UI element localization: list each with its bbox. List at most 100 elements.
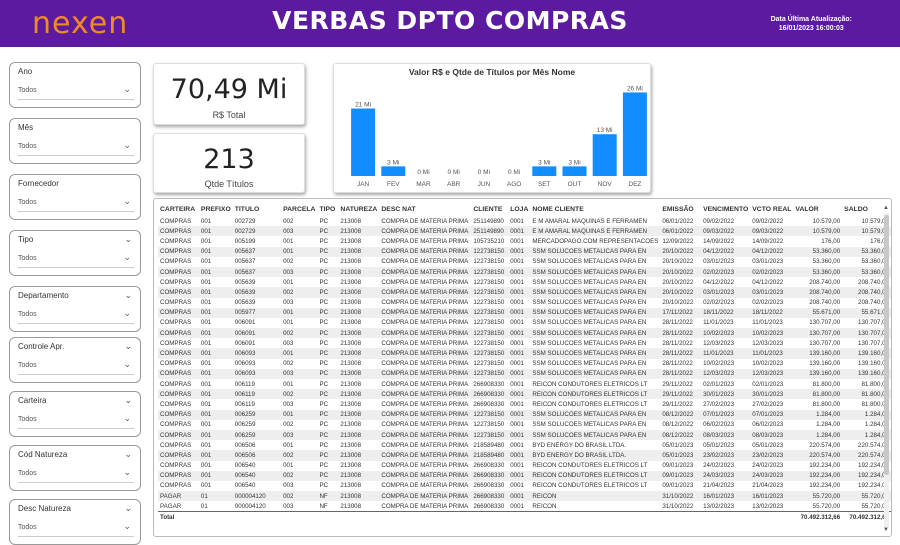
- column-header[interactable]: PREFIXO: [200, 206, 231, 213]
- table-cell: 000004120: [234, 492, 266, 500]
- scroll-down-arrow-icon[interactable]: ▼: [883, 527, 889, 533]
- table-row[interactable]: COMPRAS 001 006506 001 PC 213008 COMPRA DE MAT…: [158, 440, 891, 451]
- table-row[interactable]: COMPRAS 001 006259 001 PC 213008 COMPRA DE MAT…: [158, 409, 891, 420]
- table-cell: 213008: [340, 227, 362, 235]
- column-header[interactable]: NOME CLIENTE: [532, 206, 584, 213]
- table-cell: 11/01/2023: [752, 350, 783, 358]
- column-header[interactable]: TIPO: [319, 206, 336, 213]
- table-cell: 07/01/2023: [752, 411, 784, 419]
- slicer-dropdown[interactable]: Todos ⌄: [18, 357, 134, 375]
- table-cell: 28/11/2022: [662, 319, 693, 327]
- column-header[interactable]: DESC NAT: [381, 206, 416, 213]
- table-cell: 0001: [510, 309, 524, 317]
- tick-label: JUN: [478, 181, 491, 188]
- table-row[interactable]: COMPRAS 001 005639 003 PC 213008 COMPRA DE MAT…: [158, 297, 891, 308]
- column-header[interactable]: SALDO: [844, 206, 868, 213]
- chevron-down-icon[interactable]: ⌄: [124, 290, 132, 300]
- column-header[interactable]: VENCIMENTO: [703, 206, 749, 213]
- table-row[interactable]: COMPRAS 001 006259 002 PC 213008 COMPRA DE MAT…: [158, 419, 891, 430]
- table-scrollbar[interactable]: [884, 213, 889, 528]
- column-header[interactable]: VALOR: [795, 206, 819, 213]
- column-header[interactable]: NATUREZA: [340, 206, 378, 213]
- table-row[interactable]: COMPRAS 001 005637 003 PC 213008 COMPRA DE MAT…: [158, 266, 891, 278]
- table-cell: COMPRAS: [160, 248, 192, 256]
- table-cell: 001: [200, 482, 212, 490]
- table-cell: 122738150: [473, 431, 505, 439]
- bar-dez[interactable]: [622, 92, 647, 176]
- table-row[interactable]: COMPRAS 001 005637 001 PC 213008 COMPRA DE MAT…: [158, 246, 891, 257]
- table-cell: 0001: [510, 329, 524, 337]
- table-row[interactable]: COMPRAS 001 006091 001 PC 213008 COMPRA DE MAT…: [158, 317, 891, 329]
- slicer-dropdown[interactable]: Todos ⌄: [18, 411, 134, 429]
- slicer-1[interactable]: Mês Todos ⌄: [9, 118, 141, 164]
- table-row[interactable]: COMPRAS 001 006259 003 PC 213008 COMPRA DE MAT…: [158, 429, 891, 441]
- table-cell: 005199: [234, 237, 256, 245]
- bar-nov[interactable]: [592, 134, 617, 176]
- slicer-dropdown[interactable]: Todos ⌄: [18, 519, 134, 537]
- table-cell: SSM SOLUCOES METALICAS PARA EN: [532, 411, 647, 419]
- table-row[interactable]: COMPRAS 001 006119 001 PC 213008 COMPRA DE MAT…: [158, 379, 891, 390]
- table-row[interactable]: COMPRAS 001 005199 001 PC 213008 COMPRA DE MAT…: [158, 236, 891, 247]
- column-header[interactable]: EMISSÃO: [662, 206, 694, 213]
- slicer-dropdown[interactable]: Todos ⌄: [18, 194, 134, 212]
- table-cell: 002: [283, 451, 294, 459]
- column-header[interactable]: VCTO REAL: [752, 206, 792, 213]
- table-row[interactable]: COMPRAS 001 006091 003 PC 213008 COMPRA DE MAT…: [158, 338, 891, 349]
- table-cell: PC: [319, 278, 329, 286]
- slicer-0[interactable]: Ano Todos ⌄: [9, 62, 141, 108]
- slicer-dropdown[interactable]: Todos ⌄: [18, 465, 134, 483]
- table-row[interactable]: PAGAR 01 000004120 002 NF 213008 COMPRA DE MAT…: [158, 491, 891, 502]
- chevron-down-icon[interactable]: ⌄: [124, 234, 132, 244]
- bar-out[interactable]: [562, 166, 587, 176]
- column-header[interactable]: CLIENTE: [473, 206, 503, 213]
- scrollbar-thumb[interactable]: [884, 215, 889, 475]
- slicer-2[interactable]: Fornecedor Todos ⌄: [9, 174, 141, 220]
- column-header[interactable]: TITULO: [234, 206, 260, 213]
- bar-jan[interactable]: [351, 108, 376, 177]
- chevron-down-icon[interactable]: ⌄: [124, 341, 132, 351]
- table-row[interactable]: COMPRAS 001 006091 002 PC 213008 COMPRA DE MAT…: [158, 328, 891, 339]
- slicer-4[interactable]: Departamento ⌄ Todos ⌄: [9, 286, 141, 332]
- chevron-down-icon[interactable]: ⌄: [124, 395, 132, 405]
- table-row[interactable]: COMPRAS 001 006093 002 PC 213008 COMPRA DE MAT…: [158, 358, 891, 369]
- slicer-dropdown[interactable]: Todos ⌄: [18, 138, 134, 156]
- table-row[interactable]: COMPRAS 001 002729 002 PC 213008 COMPRA DE MAT…: [158, 216, 891, 227]
- slicer-7[interactable]: Cód Natureza ⌄ Todos ⌄: [9, 445, 141, 491]
- slicer-dropdown[interactable]: Todos ⌄: [18, 82, 134, 100]
- column-header[interactable]: PARCELA: [283, 206, 316, 213]
- slicer-dropdown[interactable]: Todos ⌄: [18, 250, 134, 268]
- table-row[interactable]: COMPRAS 001 006540 002 PC 213008 COMPRA DE MAT…: [158, 470, 891, 481]
- table-row[interactable]: COMPRAS 001 006119 002 PC 213008 COMPRA DE MAT…: [158, 389, 891, 400]
- table-row[interactable]: COMPRAS 001 006540 003 PC 213008 COMPRA DE MAT…: [158, 480, 891, 492]
- chevron-down-icon[interactable]: ⌄: [124, 449, 132, 459]
- table-row[interactable]: COMPRAS 001 006540 001 PC 213008 COMPRA DE MAT…: [158, 460, 891, 471]
- table-cell: PC: [319, 451, 329, 459]
- bar-set[interactable]: [532, 166, 557, 176]
- bar-fev[interactable]: [381, 166, 406, 176]
- table-row[interactable]: COMPRAS 001 005977 001 PC 213008 COMPRA DE MAT…: [158, 307, 891, 318]
- table-cell: 53.360,00: [812, 248, 841, 256]
- table-row[interactable]: COMPRAS 001 005639 001 PC 213008 COMPRA DE MAT…: [158, 277, 891, 288]
- slicer-6[interactable]: Carteira ⌄ Todos ⌄: [9, 391, 141, 437]
- table-row[interactable]: COMPRAS 001 006093 001 PC 213008 COMPRA DE MAT…: [158, 348, 891, 359]
- table-cell: 001: [283, 237, 294, 245]
- column-header[interactable]: LOJA: [510, 206, 529, 213]
- scroll-up-arrow-icon[interactable]: ▲: [883, 205, 889, 211]
- slicer-dropdown[interactable]: Todos ⌄: [18, 306, 134, 324]
- table-cell: 002: [283, 217, 294, 225]
- table-cell: 001: [200, 217, 212, 225]
- slicer-8[interactable]: Desc Natureza ⌄ Todos ⌄: [9, 499, 141, 545]
- table-row[interactable]: PAGAR 01 000004120 003 NF 213008 COMPRA DE MAT…: [158, 501, 891, 512]
- slicer-5[interactable]: Controle Apr. ⌄ Todos ⌄: [9, 337, 141, 383]
- table-row[interactable]: COMPRAS 001 006093 003 PC 213008 COMPRA DE MAT…: [158, 368, 891, 379]
- table-row[interactable]: COMPRAS 001 006119 003 PC 213008 COMPRA DE MAT…: [158, 399, 891, 410]
- table-cell: PC: [319, 462, 329, 470]
- chevron-down-icon[interactable]: ⌄: [124, 503, 132, 513]
- column-header[interactable]: CARTEIRA: [160, 206, 196, 213]
- table-row[interactable]: COMPRAS 001 005639 002 PC 213008 COMPRA DE MAT…: [158, 287, 891, 298]
- table-cell: 0001: [510, 299, 524, 307]
- table-row[interactable]: COMPRAS 001 005637 002 PC 213008 COMPRA DE MAT…: [158, 256, 891, 267]
- table-row[interactable]: COMPRAS 001 002729 003 PC 213008 COMPRA DE MAT…: [158, 226, 891, 237]
- table-row[interactable]: COMPRAS 001 006506 002 PC 213008 COMPRA DE MAT…: [158, 450, 891, 461]
- slicer-3[interactable]: Tipo ⌄ Todos ⌄: [9, 230, 141, 276]
